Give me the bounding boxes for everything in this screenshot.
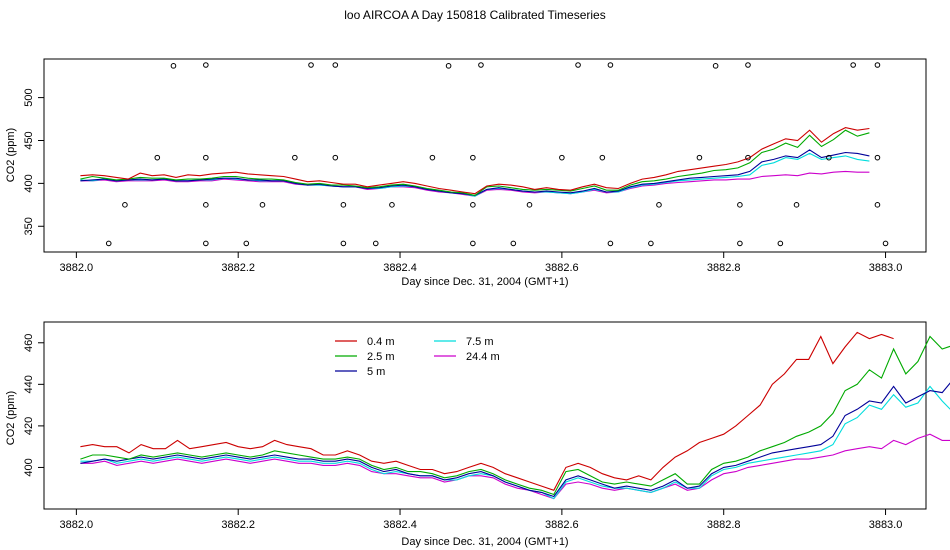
- calibration-point: [292, 154, 298, 161]
- bottom-chart: 3882.0 3882.2 3882.4 3882.6 3882.8 3883.0 400…: [5, 321, 950, 548]
- bottom-series-line-1: [80, 331, 894, 491]
- calibration-point: [372, 240, 379, 247]
- top-y-tick-label: 350: [23, 217, 35, 235]
- calibration-point: [793, 202, 800, 208]
- bottom-x-tick-label: 3882.0: [60, 519, 94, 531]
- calibration-point: [340, 202, 347, 208]
- top-y-tick-label: 400: [23, 174, 35, 192]
- bottom-y-axis-label: CO2 (ppm): [5, 391, 17, 445]
- calibration-point: [712, 63, 719, 69]
- bottom-series-line-3: [80, 382, 950, 498]
- top-x-axis-label: Day since Dec. 31, 2004 (GMT+1): [401, 276, 568, 288]
- calibration-point: [478, 62, 484, 68]
- top-y-tick-label: 450: [23, 131, 35, 149]
- calibration-point: [656, 202, 662, 208]
- top-x-tick-label: 3882.8: [707, 262, 741, 274]
- calibration-point: [203, 240, 209, 247]
- calibration-point: [882, 240, 889, 247]
- legend-label-5: 24.4 m: [466, 351, 500, 363]
- top-calibration-points: [105, 62, 889, 247]
- top-x-axis: 3882.0 3882.2 3882.4 3882.6 3882.8 3883.0: [60, 252, 903, 274]
- legend-label-4: 7.5 m: [466, 336, 494, 348]
- calibration-point: [332, 154, 339, 161]
- calibration-point: [243, 240, 250, 247]
- calibration-point: [737, 240, 743, 247]
- top-plot-frame: [43, 58, 927, 253]
- bottom-series-line-5: [80, 433, 950, 500]
- calibration-point: [470, 202, 476, 208]
- calibration-point: [526, 202, 533, 208]
- top-y-axis-label: CO2 (ppm): [5, 128, 17, 182]
- calibration-point: [874, 154, 881, 161]
- bottom-y-axis: 400 420 440 460: [23, 334, 44, 477]
- top-y-axis: 350 400 450 500: [23, 88, 44, 235]
- bottom-x-tick-label: 3882.4: [383, 519, 417, 531]
- calibration-point: [737, 202, 743, 208]
- bottom-legend: 0.4 m 2.5 m 5 m 7.5 m 24.4 m: [335, 336, 500, 378]
- bottom-plot-frame: [43, 321, 927, 510]
- bottom-y-tick-label: 400: [23, 458, 35, 476]
- calibration-point: [874, 62, 881, 68]
- calibration-point: [445, 63, 452, 69]
- calibration-point: [510, 240, 517, 247]
- calibration-point: [389, 202, 395, 208]
- calibration-point: [122, 202, 128, 208]
- top-chart: 3882.0 3882.2 3882.4 3882.6 3882.8 3883.0 350…: [5, 58, 927, 288]
- top-series-line-1: [80, 127, 870, 195]
- calibration-point: [170, 63, 177, 69]
- calibration-point: [745, 154, 751, 161]
- calibration-point: [308, 62, 314, 68]
- calibration-point: [826, 154, 832, 161]
- calibration-point: [874, 202, 881, 208]
- bottom-y-tick-label: 440: [23, 375, 35, 393]
- bottom-series-line-2: [80, 335, 950, 496]
- top-x-tick-label: 3882.4: [383, 262, 417, 274]
- calibration-point: [203, 202, 209, 208]
- bottom-series-group: [80, 331, 950, 500]
- calibration-point: [575, 62, 581, 68]
- top-x-tick-label: 3883.0: [869, 262, 903, 274]
- bottom-x-tick-label: 3882.2: [221, 519, 255, 531]
- top-y-tick-label: 500: [23, 88, 35, 106]
- top-x-tick-label: 3882.2: [221, 262, 255, 274]
- calibration-point: [777, 240, 784, 247]
- calibration-point: [203, 62, 209, 68]
- bottom-y-tick-label: 460: [23, 334, 35, 352]
- calibration-point: [648, 240, 654, 247]
- calibration-point: [154, 154, 161, 161]
- calibration-point: [745, 62, 751, 68]
- calibration-point: [599, 154, 606, 161]
- bottom-x-axis: 3882.0 3882.2 3882.4 3882.6 3882.8 3883.0: [60, 509, 903, 531]
- legend-label-3: 5 m: [367, 366, 385, 378]
- calibration-point: [340, 240, 347, 247]
- top-x-tick-label: 3882.0: [60, 262, 94, 274]
- bottom-x-axis-label: Day since Dec. 31, 2004 (GMT+1): [401, 536, 568, 548]
- bottom-y-tick-label: 420: [23, 417, 35, 435]
- top-series-line-2: [80, 129, 870, 196]
- calibration-point: [696, 154, 703, 161]
- calibration-point: [470, 240, 476, 247]
- calibration-point: [332, 62, 339, 68]
- legend-label-2: 2.5 m: [367, 351, 395, 363]
- calibration-point: [607, 240, 614, 247]
- calibration-point: [105, 240, 112, 247]
- calibration-point: [607, 62, 614, 68]
- calibration-point: [203, 154, 209, 161]
- calibration-point: [429, 154, 436, 161]
- bottom-x-tick-label: 3882.8: [707, 519, 741, 531]
- calibration-point: [559, 154, 565, 161]
- top-x-tick-label: 3882.6: [545, 262, 579, 274]
- page-title: loo AIRCOA A Day 150818 Calibrated Times…: [344, 8, 606, 22]
- bottom-x-tick-label: 3882.6: [545, 519, 579, 531]
- legend-label-1: 0.4 m: [367, 336, 395, 348]
- top-series-line-4: [80, 152, 870, 197]
- top-series-group: [80, 127, 870, 197]
- calibration-point: [470, 154, 476, 161]
- calibration-point: [259, 202, 266, 208]
- bottom-x-tick-label: 3883.0: [869, 519, 903, 531]
- bottom-series-line-4: [80, 385, 950, 500]
- calibration-point: [850, 62, 856, 68]
